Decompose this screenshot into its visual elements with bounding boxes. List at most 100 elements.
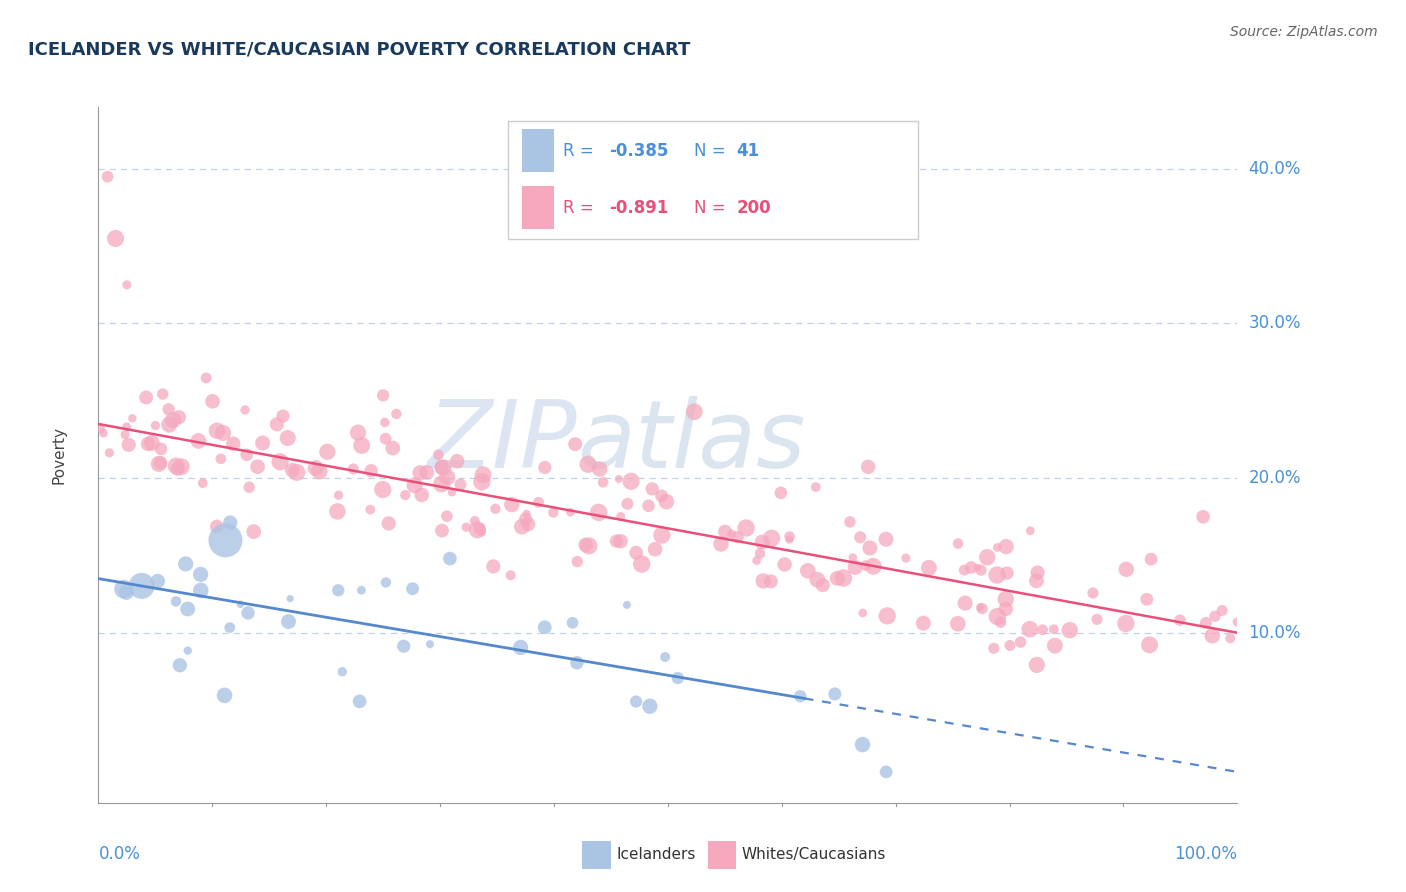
Point xyxy=(960,560,983,574)
Point xyxy=(145,418,167,433)
Point xyxy=(946,536,969,550)
Text: 41: 41 xyxy=(737,142,759,160)
Point xyxy=(152,387,174,401)
Text: 100.0%: 100.0% xyxy=(1174,845,1237,863)
Point xyxy=(177,643,200,657)
Point xyxy=(1010,635,1032,649)
Point xyxy=(1019,524,1042,538)
Point xyxy=(565,656,588,670)
Point xyxy=(214,689,236,703)
Point xyxy=(277,615,299,629)
Point xyxy=(471,525,494,540)
Text: ZIP: ZIP xyxy=(427,395,576,486)
Point xyxy=(972,601,994,615)
Point xyxy=(610,509,633,524)
Point xyxy=(446,454,468,468)
Point xyxy=(842,550,865,565)
Point xyxy=(970,563,993,577)
Point xyxy=(1059,623,1081,637)
Point xyxy=(1195,615,1218,630)
Point xyxy=(779,530,801,544)
Point xyxy=(471,475,494,489)
Point xyxy=(1211,603,1233,617)
Text: Icelanders: Icelanders xyxy=(617,847,696,863)
Point xyxy=(236,606,259,620)
Point xyxy=(654,650,676,665)
Point xyxy=(561,615,583,630)
Point xyxy=(195,371,218,385)
Point xyxy=(1081,586,1104,600)
Point xyxy=(1192,509,1215,524)
Point xyxy=(115,585,138,599)
Point xyxy=(349,694,371,708)
Point xyxy=(509,640,531,655)
Point xyxy=(576,457,599,471)
Point xyxy=(409,466,432,480)
Point xyxy=(135,391,157,405)
Point xyxy=(851,738,873,752)
Point xyxy=(969,600,991,615)
Point xyxy=(804,480,827,494)
Point xyxy=(93,426,115,441)
Point xyxy=(855,558,877,573)
Point xyxy=(90,422,112,436)
Point xyxy=(824,687,846,701)
Point xyxy=(953,563,976,577)
Point xyxy=(875,764,897,779)
Point xyxy=(773,558,796,572)
Text: R =: R = xyxy=(562,142,599,160)
Point xyxy=(377,516,399,531)
Point xyxy=(271,409,294,423)
Bar xyxy=(582,841,612,869)
Point xyxy=(278,591,301,606)
Point xyxy=(607,472,630,486)
Point xyxy=(281,463,304,477)
Point xyxy=(146,574,169,589)
Point xyxy=(894,551,917,566)
Point xyxy=(212,425,235,440)
Point xyxy=(439,551,461,566)
Point xyxy=(527,495,550,509)
Point xyxy=(515,512,537,526)
Point xyxy=(166,462,188,476)
Point xyxy=(1204,609,1226,624)
Text: Whites/Caucasians: Whites/Caucasians xyxy=(742,847,886,863)
Point xyxy=(98,446,121,460)
Point xyxy=(710,537,733,551)
Point xyxy=(983,641,1005,656)
Point xyxy=(201,394,224,409)
Point xyxy=(114,427,136,442)
Point xyxy=(651,528,673,542)
Point xyxy=(995,540,1018,554)
Point xyxy=(986,609,1008,624)
Point xyxy=(131,579,153,593)
Text: 0.0%: 0.0% xyxy=(98,845,141,863)
Point xyxy=(759,574,782,589)
Point xyxy=(360,464,382,478)
Point xyxy=(385,407,408,421)
Point xyxy=(308,465,330,479)
Point xyxy=(484,501,506,516)
Point xyxy=(430,477,453,491)
Point xyxy=(616,497,638,511)
Point xyxy=(637,499,659,513)
Point xyxy=(468,522,491,536)
Point xyxy=(735,521,758,535)
Point xyxy=(436,509,458,524)
Point xyxy=(187,434,209,448)
Text: 20.0%: 20.0% xyxy=(1249,469,1301,487)
Point xyxy=(946,616,969,631)
Point xyxy=(588,462,610,476)
Point xyxy=(136,437,159,451)
Point xyxy=(998,639,1021,653)
Point xyxy=(218,621,240,635)
Point xyxy=(543,506,565,520)
Point xyxy=(616,598,638,612)
Point xyxy=(467,523,489,537)
Point xyxy=(875,533,897,547)
Point xyxy=(1168,613,1191,627)
Point xyxy=(162,413,184,427)
Point xyxy=(157,417,180,432)
Point xyxy=(560,505,582,519)
Point xyxy=(174,557,197,571)
